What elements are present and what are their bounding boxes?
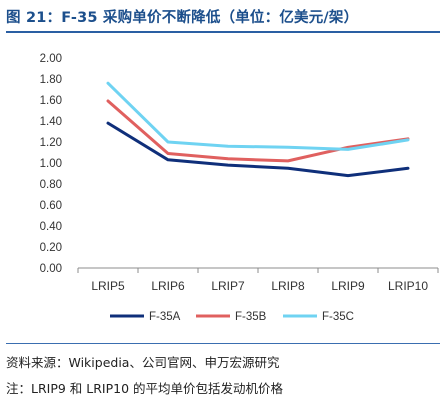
title-divider	[6, 31, 440, 33]
x-tick-label: LRIP5	[91, 279, 125, 293]
y-tick-label: 0.80	[40, 179, 62, 191]
y-tick-label: 1.20	[40, 137, 62, 149]
y-tick-label: 0.20	[40, 242, 62, 254]
notes-divider	[6, 343, 440, 344]
x-axis: LRIP5 LRIP6 LRIP7 LRIP8 LRIP9 LRIP10	[77, 268, 439, 293]
series-lines	[106, 81, 410, 178]
y-tick-label: 2.00	[40, 53, 62, 65]
x-tick-label: LRIP10	[388, 279, 428, 293]
x-tick-label: LRIP9	[331, 279, 365, 293]
y-tick-label: 1.60	[40, 95, 62, 107]
legend: F-35A F-35B F-35C	[110, 311, 354, 323]
x-tick-label: LRIP6	[151, 279, 185, 293]
y-tick-label: 1.80	[40, 74, 62, 86]
x-tick-label: LRIP8	[271, 279, 305, 293]
series-line-f-35b	[106, 99, 410, 163]
y-tick-label: 0.60	[40, 200, 62, 212]
y-tick-label: 1.40	[40, 116, 62, 128]
line-chart: 0.00 0.20 0.40 0.60 0.80 1.00 1.20 1.40 1.60 1.80…	[40, 53, 439, 323]
x-tick-label: LRIP7	[211, 279, 245, 293]
source-note: 资料来源：Wikipedia、公司官网、申万宏源研究	[6, 355, 280, 370]
y-axis: 0.00 0.20 0.40 0.60 0.80 1.00 1.20 1.40 1.60 1.80…	[40, 53, 62, 275]
y-tick-label: 1.00	[40, 158, 62, 170]
y-tick-label: 0.40	[40, 221, 62, 233]
series-line-f-35c	[106, 81, 410, 151]
series-line-f-35a	[106, 121, 410, 178]
y-tick-label: 0.00	[40, 263, 62, 275]
legend-label: F-35A	[149, 311, 181, 323]
legend-label: F-35C	[322, 311, 354, 323]
legend-label: F-35B	[235, 311, 267, 323]
chart-title: 图 21：F-35 采购单价不断降低（单位：亿美元/架）	[6, 10, 359, 26]
footnote: 注：LRIP9 和 LRIP10 的平均单价包括发动机价格	[6, 381, 284, 396]
